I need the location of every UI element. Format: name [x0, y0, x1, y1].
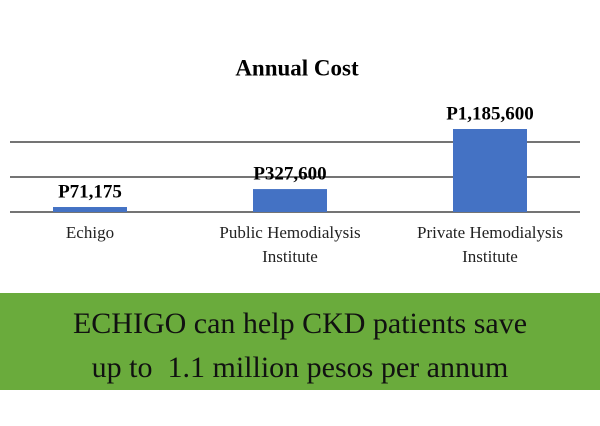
- x-tick-label: Echigo: [65, 223, 115, 242]
- x-tick-label: Private Hemodialysis Institute: [417, 223, 563, 266]
- value-label: P327,600: [253, 163, 326, 184]
- x-tick-label: Public Hemodialysis Institute: [219, 223, 361, 266]
- bar: [53, 207, 127, 212]
- banner-line: ECHIGO can help CKD patients save: [72, 307, 528, 340]
- bar: [253, 189, 327, 212]
- banner-line: up to 1.1 million pesos per annum: [91, 351, 509, 384]
- value-label: P71,175: [58, 181, 122, 202]
- chart: Annual Cost P71,175 P327,600 P1,185,600: [10, 55, 580, 213]
- chart-title: Annual Cost: [235, 55, 359, 80]
- value-label: P1,185,600: [446, 103, 534, 124]
- bar: [453, 129, 527, 212]
- banner: ECHIGO can help CKD patients save up to …: [0, 293, 600, 390]
